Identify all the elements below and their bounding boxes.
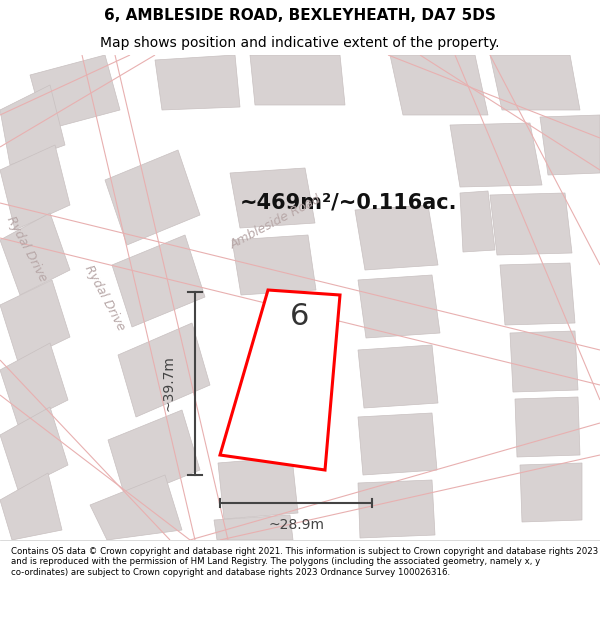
Polygon shape — [0, 85, 65, 165]
Polygon shape — [358, 480, 435, 538]
Polygon shape — [460, 191, 495, 252]
Polygon shape — [214, 515, 293, 540]
Polygon shape — [0, 145, 70, 230]
Polygon shape — [230, 168, 315, 228]
Polygon shape — [105, 150, 200, 245]
Text: Contains OS data © Crown copyright and database right 2021. This information is : Contains OS data © Crown copyright and d… — [11, 547, 598, 577]
Polygon shape — [0, 280, 70, 362]
Polygon shape — [218, 457, 298, 519]
Polygon shape — [0, 343, 68, 425]
Polygon shape — [355, 205, 438, 270]
Text: Rydal Drive: Rydal Drive — [4, 214, 50, 284]
Polygon shape — [220, 290, 340, 470]
Polygon shape — [450, 123, 542, 187]
Polygon shape — [358, 275, 440, 338]
Polygon shape — [0, 213, 70, 295]
Polygon shape — [0, 473, 62, 540]
Polygon shape — [510, 331, 578, 392]
Polygon shape — [500, 263, 575, 325]
Polygon shape — [540, 115, 600, 175]
Text: ~39.7m: ~39.7m — [161, 356, 175, 411]
Polygon shape — [520, 463, 582, 522]
Polygon shape — [30, 55, 120, 130]
Polygon shape — [118, 323, 210, 417]
Polygon shape — [490, 193, 572, 255]
Text: Ambleside Road: Ambleside Road — [229, 193, 323, 252]
Polygon shape — [108, 410, 200, 500]
Text: Rydal Drive: Rydal Drive — [82, 262, 128, 332]
Text: ~469m²/~0.116ac.: ~469m²/~0.116ac. — [240, 193, 458, 213]
Polygon shape — [90, 475, 182, 540]
Text: 6, AMBLESIDE ROAD, BEXLEYHEATH, DA7 5DS: 6, AMBLESIDE ROAD, BEXLEYHEATH, DA7 5DS — [104, 8, 496, 23]
Polygon shape — [232, 235, 316, 295]
Polygon shape — [515, 397, 580, 457]
Polygon shape — [390, 55, 488, 115]
Polygon shape — [490, 55, 580, 110]
Text: Map shows position and indicative extent of the property.: Map shows position and indicative extent… — [100, 36, 500, 50]
Polygon shape — [358, 345, 438, 408]
Text: ~28.9m: ~28.9m — [268, 518, 324, 532]
Text: 6: 6 — [290, 302, 310, 331]
Polygon shape — [112, 235, 205, 327]
Polygon shape — [358, 413, 437, 475]
Polygon shape — [250, 55, 345, 105]
Polygon shape — [0, 407, 68, 490]
Polygon shape — [155, 55, 240, 110]
